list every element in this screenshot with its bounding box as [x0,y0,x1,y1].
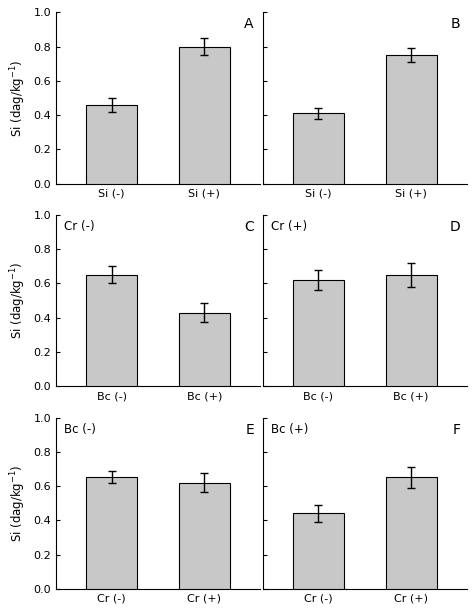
Text: D: D [450,220,461,234]
Text: Cr (-): Cr (-) [64,220,95,233]
Bar [293,513,344,589]
Bar [86,105,137,184]
Y-axis label: Si (dag/kg$^{-1}$): Si (dag/kg$^{-1}$) [9,465,28,542]
Bar [86,275,137,386]
Bar [179,483,230,589]
Bar [179,313,230,386]
Bar [293,280,344,386]
Bar [86,477,137,589]
Y-axis label: Si (dag/kg$^{-1}$): Si (dag/kg$^{-1}$) [9,262,28,340]
Bar [293,113,344,184]
Text: Bc (+): Bc (+) [271,423,308,436]
Text: A: A [244,18,254,31]
Bar [386,275,437,386]
Text: Cr (+): Cr (+) [271,220,307,233]
Text: Bc (-): Bc (-) [64,423,96,436]
Text: B: B [451,18,461,31]
Text: F: F [453,423,461,437]
Y-axis label: Si (dag/kg$^{-1}$): Si (dag/kg$^{-1}$) [9,59,28,136]
Text: C: C [244,220,254,234]
Bar [386,477,437,589]
Bar [386,55,437,184]
Bar [179,47,230,184]
Text: E: E [245,423,254,437]
